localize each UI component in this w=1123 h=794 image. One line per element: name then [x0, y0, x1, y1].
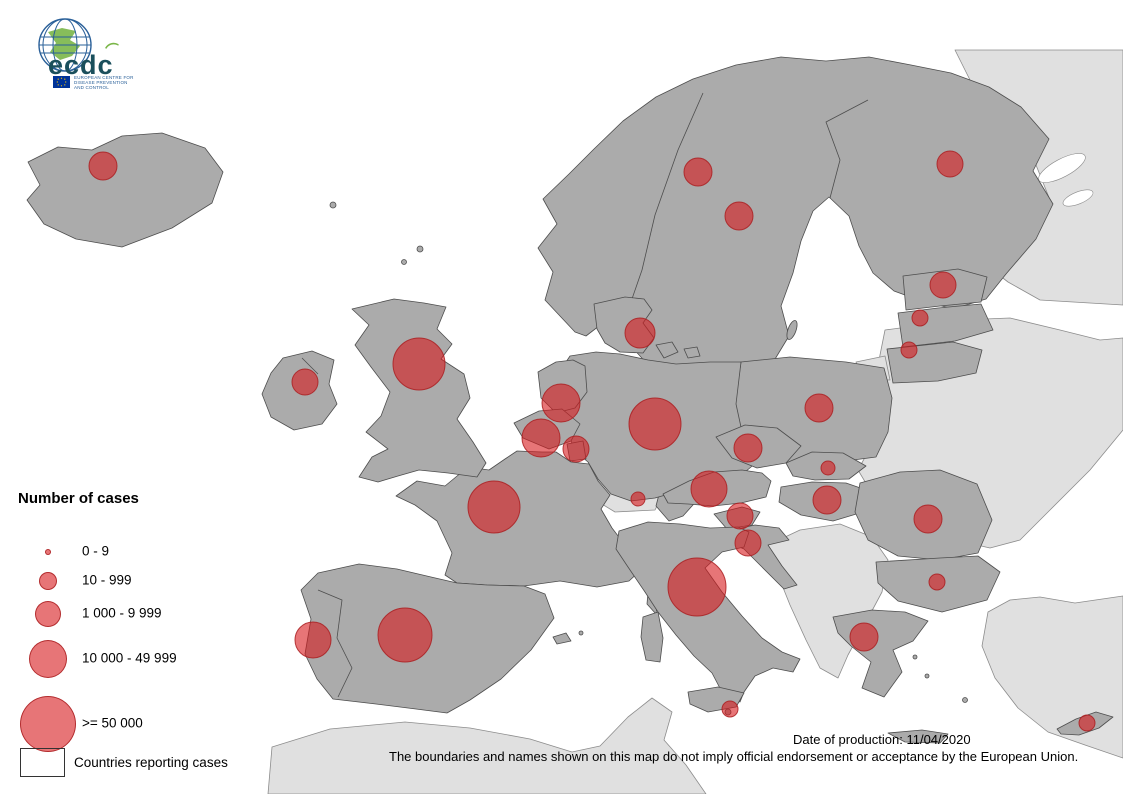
lake-ladoga [1038, 153, 1086, 183]
case-circle-norway: Norway: 1 000 - 9 999 [683, 157, 713, 187]
island-rhodes [962, 697, 968, 703]
boundaries-disclaimer: The boundaries and names shown on this m… [389, 749, 1079, 764]
case-circle-cyprus: Cyprus: 10 - 999 [1078, 714, 1096, 732]
border-portugal-spain [317, 589, 353, 698]
case-circle-portugal: Portugal: 10 000 - 49 999 [294, 621, 332, 659]
island-aegean-2 [924, 673, 930, 679]
case-circle-iceland: Iceland: 1 000 - 9 999 [88, 151, 118, 181]
island-menorca [578, 630, 584, 636]
case-circle-slovenia: Slovenia: 1 000 - 9 999 [726, 502, 754, 530]
country-shape-france [395, 450, 643, 588]
island-orkney [401, 259, 407, 265]
case-circle-italy: Italy: >= 50 000 [667, 557, 727, 617]
case-circle-liechtenstein: Liechtenstein: 10 - 999 [630, 491, 646, 507]
legend-label-4: >= 50 000 [82, 715, 143, 731]
legend-label-0: 0 - 9 [82, 543, 110, 559]
island-shetland [416, 245, 424, 253]
production-date: Date of production: 11/04/2020 [793, 732, 971, 747]
case-circle-spain: Spain: >= 50 000 [377, 607, 433, 663]
case-circle-belgium: Belgium: 10 000 - 49 999 [521, 418, 561, 458]
case-circle-estonia: Estonia: 1 000 - 9 999 [929, 271, 957, 299]
case-circle-slovakia: Slovakia: 10 - 999 [820, 460, 836, 476]
case-circle-austria: Austria: 10 000 - 49 999 [690, 470, 728, 508]
island-fyn [655, 341, 679, 359]
case-circle-luxembourg: Luxembourg: 1 000 - 9 999 [562, 435, 590, 463]
case-circle-netherlands: Netherlands: 10 000 - 49 999 [541, 383, 581, 423]
case-circle-malta: Malta: 10 - 999 [721, 700, 739, 718]
reporting-country-label: Countries reporting cases [74, 755, 228, 770]
island-faroe [329, 201, 337, 209]
legend-symbol-1 [39, 572, 57, 590]
legend-label-2: 1 000 - 9 999 [82, 605, 162, 621]
case-circle-croatia: Croatia: 1 000 - 9 999 [734, 529, 762, 557]
country-shape-turkey [981, 595, 1123, 759]
ecdc-logo: ⌒ ecdc European Centre for Disease Preve… [36, 12, 156, 104]
border-sweden-finland [825, 99, 869, 199]
reporting-countries-legend: Countries reporting cases [20, 748, 228, 777]
case-circle-denmark: Denmark: 1 000 - 9 999 [624, 317, 656, 349]
case-circle-czechia: Czechia: 1 000 - 9 999 [733, 433, 763, 463]
legend-symbol-3 [29, 640, 67, 678]
case-circle-hungary: Hungary: 1 000 - 9 999 [812, 485, 842, 515]
lake-onega [1062, 189, 1094, 207]
legend-symbol-0 [45, 549, 51, 555]
island-crete [887, 729, 949, 744]
case-circle-romania: Romania: 1 000 - 9 999 [913, 504, 943, 534]
legend-label-3: 10 000 - 49 999 [82, 650, 177, 666]
island-mallorca [552, 632, 572, 645]
island-aegean-1 [912, 654, 918, 660]
case-circle-sweden: Sweden: 1 000 - 9 999 [724, 201, 754, 231]
country-shape-north-africa [267, 697, 707, 794]
case-circle-ireland: Ireland: 1 000 - 9 999 [291, 368, 319, 396]
eu-flag-icon [53, 76, 70, 88]
ecdc-wordmark: ecdc [48, 50, 114, 80]
ecdc-globe-icon [38, 18, 92, 72]
legend-symbol-4 [20, 696, 76, 752]
island-sardinia [640, 611, 664, 663]
border-northern-ireland [301, 357, 319, 375]
case-circle-greece: Greece: 1 000 - 9 999 [849, 622, 879, 652]
island-gotland [786, 320, 798, 340]
case-circle-latvia: Latvia: 10 - 999 [911, 309, 929, 327]
case-circle-france: France: >= 50 000 [467, 480, 521, 534]
legend-title: Number of cases [18, 490, 139, 507]
ecdc-org-name: European Centre for Disease Prevention a… [74, 75, 134, 90]
cases-legend: Number of cases 0 - 9 10 - 999 1 000 - 9 9… [18, 490, 248, 752]
case-circle-bulgaria: Bulgaria: 10 - 999 [928, 573, 946, 591]
island-zealand [683, 346, 701, 359]
case-circle-germany: Germany: >= 50 000 [628, 397, 682, 451]
legend-symbol-2 [35, 601, 61, 627]
reporting-country-swatch [20, 748, 65, 777]
case-circle-united-kingdom: United Kingdom: >= 50 000 [392, 337, 446, 391]
legend-label-1: 10 - 999 [82, 572, 132, 588]
case-circle-poland: Poland: 1 000 - 9 999 [804, 393, 834, 423]
border-norway-sweden [623, 92, 704, 323]
case-circle-finland: Finland: 1 000 - 9 999 [936, 150, 964, 178]
case-circles-layer: Iceland: 1 000 - 9 999 Norway: 1 000 - 9 … [88, 150, 1096, 732]
country-shape-iceland [26, 132, 224, 248]
case-circle-lithuania: Lithuania: 10 - 999 [900, 341, 918, 359]
